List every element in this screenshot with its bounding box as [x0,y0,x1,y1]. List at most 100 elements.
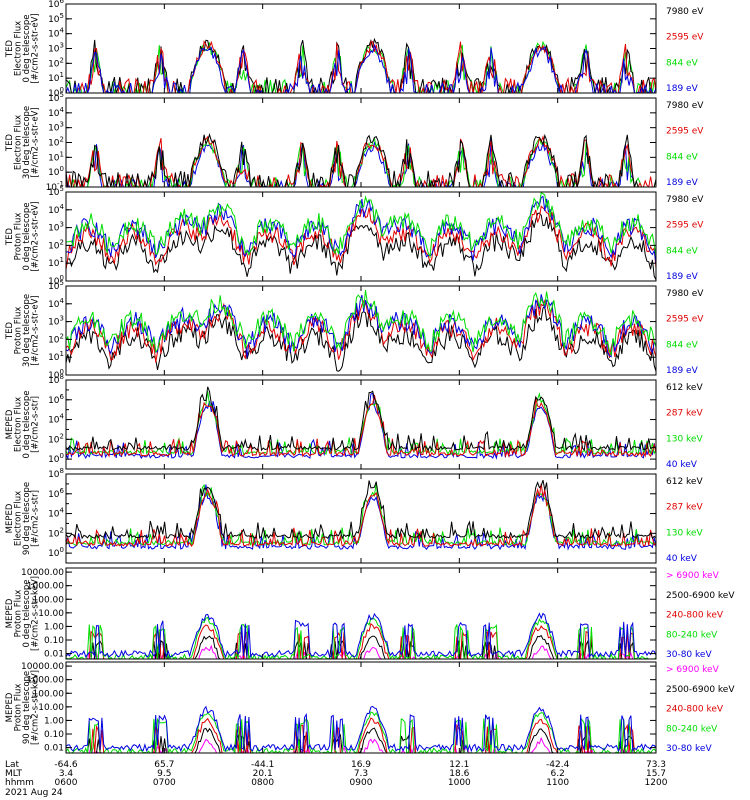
y-tick-label: 106 [48,487,64,500]
time-tick-label: 1000 [448,778,471,788]
legend-label: 30-80 keV [666,744,712,754]
y-tick-label: 108 [48,467,64,480]
lat-tick-label: -42.4 [546,760,570,770]
y-tick-label: 106 [48,0,64,10]
y-tick-label: 1.00 [44,716,64,726]
y-axis-label: 90 deg telescope [22,482,32,555]
legend-label: 30-80 keV [666,650,712,660]
y-axis-label: Electron Flux [14,115,24,170]
y-axis-label: TED [5,39,15,58]
time-tick-label: 1100 [546,778,569,788]
mlt-tick-label: 6.2 [551,769,565,779]
legend-label: 2500-6900 keV [666,685,735,695]
series-blue [66,195,656,264]
series-blue [66,392,656,460]
y-axis-label: Electron Flux [14,21,24,76]
y-tick-label: 10.00 [38,609,64,619]
series-red [66,394,656,458]
series-green [66,40,656,93]
lat-tick-label: -44.1 [251,760,274,770]
lat-tick-label: -64.6 [54,760,78,770]
x-row-label: MLT [5,769,23,779]
y-tick-label: 106 [48,393,64,406]
series-red [66,483,656,548]
y-tick-label: 102 [48,432,64,445]
legend-label: 7980 eV [666,7,704,17]
mlt-tick-label: 3.4 [59,769,74,779]
y-tick-label: 100.00 [33,689,65,699]
legend-label: 40 keV [666,460,698,470]
y-tick-label: 105 [48,185,64,198]
y-tick-label: 10000.00 [21,568,64,578]
y-axis-label: [#/cm2-s-str-eV] [31,295,41,365]
y-axis-label: 30 deg telescope [22,106,32,179]
y-tick-label: 103 [48,42,64,55]
y-tick-label: 104 [48,27,64,40]
y-axis-label: MEPED [5,409,15,439]
legend-label: > 6900 keV [666,665,720,675]
y-tick-label: 100 [48,274,64,287]
legend-label: 40 keV [666,554,698,564]
y-axis-label: Proton Flux [14,213,24,261]
y-tick-label: 100 [48,368,64,381]
y-tick-label: 1000.00 [27,676,64,686]
y-axis-label: [#/cm2-s-str-keV] [31,670,41,745]
y-tick-label: 103 [48,121,64,134]
y-axis-label: 90 deg telescope [22,671,32,744]
y-axis-label: MEPED [5,598,15,628]
legend-label: 844 eV [666,152,699,162]
y-tick-label: 0.10 [44,730,64,740]
legend-label: 2500-6900 keV [666,591,735,601]
legend-label: 287 keV [666,503,703,513]
panel-2-traces [66,133,656,187]
series-green [66,391,656,456]
series-blue [66,484,656,551]
legend-label: 7980 eV [666,195,704,205]
legend-label: 240-800 keV [666,611,724,621]
legend-label: 189 eV [666,84,699,94]
y-axis-label: 0 deg telescope [22,15,32,83]
y-tick-label: 1000.00 [27,582,64,592]
y-axis-label: Proton Flux [14,590,24,638]
y-axis-label: MEPED [5,503,15,533]
series-blue [66,43,656,93]
lat-tick-label: 12.1 [449,760,469,770]
mlt-tick-label: 7.3 [354,769,368,779]
y-tick-label: 103 [48,221,64,234]
y-tick-label: 102 [48,56,64,69]
legend-label: 130 keV [666,434,703,444]
series-black [66,305,656,372]
time-tick-label: 0700 [153,778,176,788]
y-tick-label: 104 [48,106,64,119]
legend-label: 2595 eV [666,315,704,325]
x-row-label: hhmm [5,778,34,788]
series-green [66,290,656,357]
y-tick-label: 10000.00 [21,662,64,672]
y-axis-label: MEPED [5,692,15,722]
mlt-tick-label: 9.5 [157,769,171,779]
lat-tick-label: 65.7 [154,760,174,770]
legend-label: 2595 eV [666,127,704,137]
panel-8-traces [66,705,656,753]
y-axis-label: [#/cm2-s-str-eV] [31,107,41,177]
time-tick-label: 0600 [55,778,78,788]
panel-7-traces [66,612,656,659]
panel-1-traces [66,37,656,93]
mlt-tick-label: 15.7 [646,769,666,779]
y-tick-label: 10.00 [38,703,64,713]
y-tick-label: 100 [48,86,64,99]
y-axis-label: [#/cm2-s-str-eV] [31,201,41,271]
y-axis-label: [#/cm2-s-str-eV] [31,13,41,83]
y-axis-label: Proton Flux [14,684,24,732]
y-tick-label: 104 [48,297,64,310]
y-tick-label: 102 [48,238,64,251]
y-tick-label: 104 [48,413,64,426]
y-tick-label: 102 [48,136,64,149]
